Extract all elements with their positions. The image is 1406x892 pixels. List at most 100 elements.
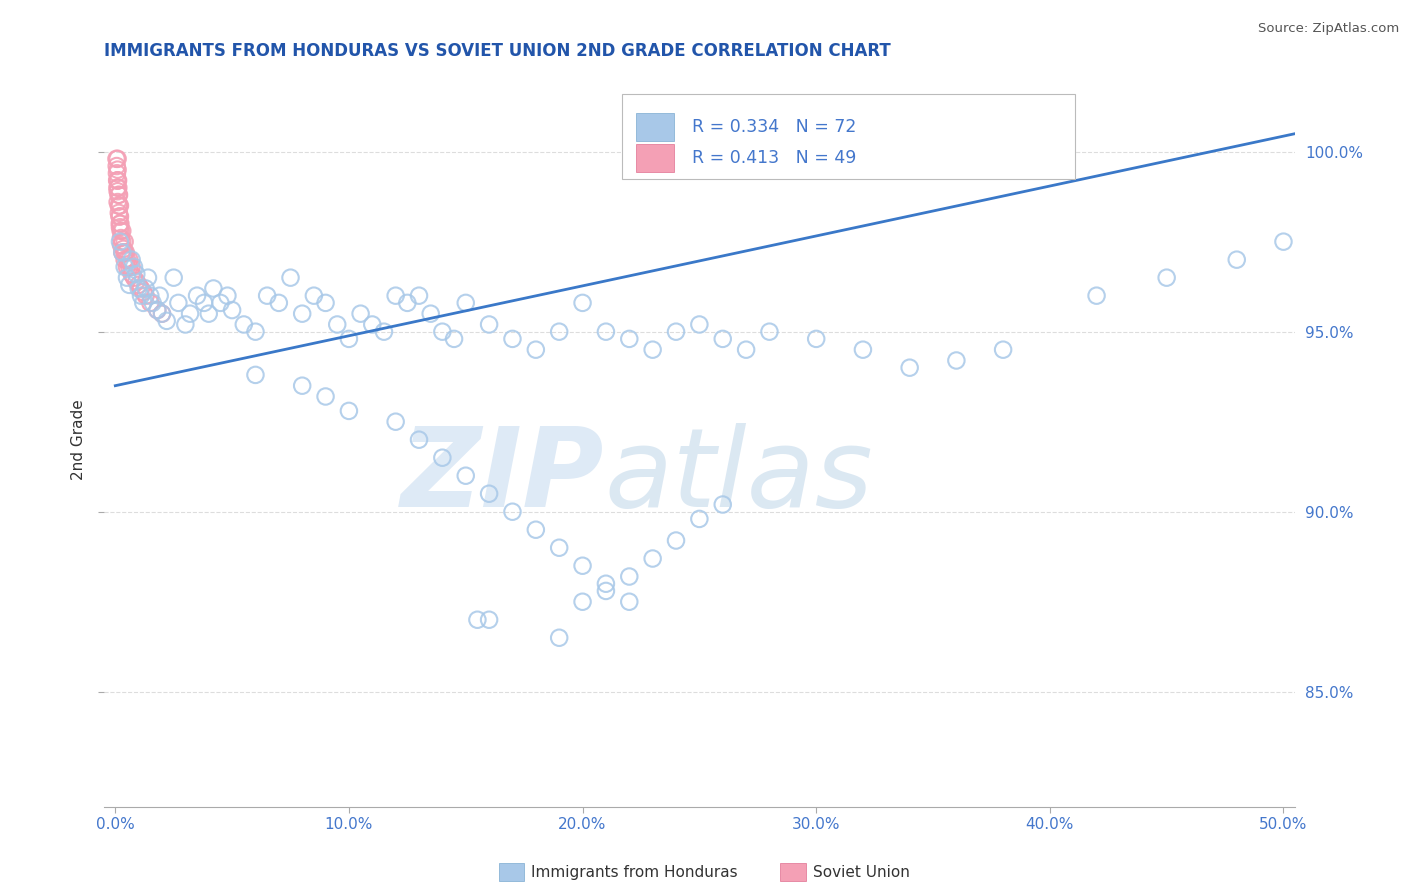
Point — [107, 173, 129, 187]
Point — [108, 210, 131, 224]
Point — [384, 288, 406, 302]
Point — [121, 260, 143, 274]
Point — [548, 541, 571, 555]
Point — [174, 318, 197, 332]
Point — [111, 235, 134, 249]
Point — [245, 325, 267, 339]
Point — [115, 252, 138, 267]
Point — [186, 288, 208, 302]
Point — [114, 235, 136, 249]
Point — [135, 281, 157, 295]
Point — [619, 332, 641, 346]
Point — [118, 260, 141, 274]
Point — [337, 404, 360, 418]
Point — [280, 270, 302, 285]
Point — [326, 318, 349, 332]
Point — [245, 368, 267, 382]
Text: Soviet Union: Soviet Union — [813, 865, 910, 880]
Point — [125, 274, 148, 288]
Point — [108, 235, 131, 249]
Point — [156, 314, 179, 328]
Point — [108, 199, 131, 213]
Point — [179, 307, 201, 321]
Point — [619, 569, 641, 583]
Text: R = 0.334   N = 72: R = 0.334 N = 72 — [692, 118, 856, 136]
Point — [136, 270, 159, 285]
Point — [122, 260, 145, 274]
Y-axis label: 2nd Grade: 2nd Grade — [72, 400, 86, 480]
Point — [758, 325, 780, 339]
Point — [419, 307, 441, 321]
Point — [373, 325, 395, 339]
Point — [111, 245, 134, 260]
Point — [114, 245, 136, 260]
Point — [114, 245, 136, 260]
Point — [1085, 288, 1108, 302]
Point — [595, 576, 617, 591]
Point — [852, 343, 875, 357]
Point — [118, 277, 141, 292]
Point — [524, 523, 547, 537]
Text: Immigrants from Honduras: Immigrants from Honduras — [531, 865, 738, 880]
Point — [118, 252, 141, 267]
Point — [150, 307, 173, 321]
Point — [432, 450, 454, 465]
Point — [548, 325, 571, 339]
Point — [146, 303, 169, 318]
Point — [267, 296, 290, 310]
Point — [167, 296, 190, 310]
Point — [146, 303, 169, 318]
Point — [478, 318, 501, 332]
Point — [108, 217, 131, 231]
Point — [193, 296, 215, 310]
Point — [135, 288, 157, 302]
Point — [524, 343, 547, 357]
Point — [396, 296, 419, 310]
Point — [408, 433, 430, 447]
Point — [108, 199, 131, 213]
Point — [1272, 235, 1295, 249]
Point — [711, 498, 734, 512]
Point — [641, 343, 664, 357]
Point — [132, 285, 155, 299]
Point — [478, 613, 501, 627]
Point — [142, 296, 165, 310]
Point — [139, 296, 162, 310]
Point — [688, 512, 710, 526]
Text: R = 0.413   N = 49: R = 0.413 N = 49 — [692, 149, 856, 167]
FancyBboxPatch shape — [637, 144, 675, 172]
Point — [132, 296, 155, 310]
Point — [107, 199, 129, 213]
Point — [548, 631, 571, 645]
Point — [202, 281, 225, 295]
Point — [139, 288, 162, 302]
Text: Source: ZipAtlas.com: Source: ZipAtlas.com — [1258, 22, 1399, 36]
Point — [121, 252, 143, 267]
Point — [107, 206, 129, 220]
Point — [110, 224, 132, 238]
Point — [129, 288, 152, 302]
Point — [107, 162, 129, 177]
Point — [898, 360, 921, 375]
Point — [107, 180, 129, 194]
Point — [149, 288, 172, 302]
Point — [595, 325, 617, 339]
Point — [105, 166, 128, 180]
Point — [107, 184, 129, 198]
Point — [125, 267, 148, 281]
Point — [128, 277, 150, 292]
Point — [384, 415, 406, 429]
Point — [315, 390, 337, 404]
Point — [454, 468, 477, 483]
Point — [1226, 252, 1249, 267]
Point — [571, 595, 593, 609]
Point — [107, 187, 129, 202]
Text: ZIP: ZIP — [401, 423, 605, 530]
Point — [256, 288, 278, 302]
Point — [217, 288, 239, 302]
Point — [571, 296, 593, 310]
Point — [129, 281, 152, 295]
Point — [107, 152, 129, 166]
Point — [110, 231, 132, 245]
Point — [221, 303, 243, 318]
